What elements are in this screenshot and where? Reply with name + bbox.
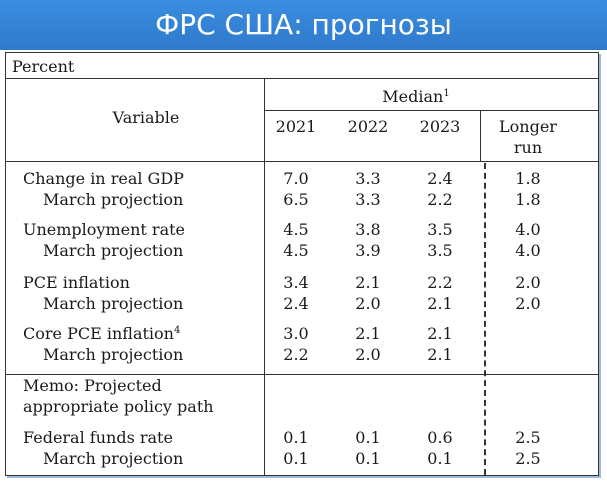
longer-run-header: Longer xyxy=(499,117,557,136)
cell: 2.5 xyxy=(515,428,541,447)
col-divider-header xyxy=(480,110,481,162)
cell: 4.5 xyxy=(283,241,309,260)
row-label: Unemployment rate xyxy=(23,220,186,239)
cell: 1.8 xyxy=(515,190,541,209)
longer-run-header: run xyxy=(513,138,543,157)
cell: 2.1 xyxy=(427,324,453,343)
row-label-sub: March projection xyxy=(43,345,184,364)
cell: 2.0 xyxy=(515,294,541,313)
memo-label: appropriate policy path xyxy=(23,397,214,416)
year-header: 2023 xyxy=(419,117,461,136)
cell: 4.0 xyxy=(515,241,541,260)
median-footnote-mark: 1 xyxy=(443,88,450,99)
cell: 2.2 xyxy=(427,273,453,292)
row-label-sub: March projection xyxy=(43,449,184,468)
year-header: 2021 xyxy=(275,117,317,136)
cell: 3.4 xyxy=(283,273,309,292)
cell: 3.3 xyxy=(355,190,381,209)
median-header: Median1 xyxy=(346,87,486,107)
row-label-text: Core PCE inflation xyxy=(23,324,174,343)
row-label: Federal funds rate xyxy=(23,428,173,447)
cell: 2.0 xyxy=(355,345,381,364)
rule-memo xyxy=(6,374,598,375)
unit-label: Percent xyxy=(12,57,75,76)
memo-label: Memo: Projected xyxy=(23,376,162,395)
col-divider xyxy=(264,78,265,476)
cell: 3.3 xyxy=(355,169,381,188)
cell: 3.0 xyxy=(283,324,309,343)
row-label: Change in real GDP xyxy=(23,169,184,188)
cell: 0.1 xyxy=(283,428,309,447)
cell: 2.4 xyxy=(427,169,453,188)
cell: 2.2 xyxy=(283,345,309,364)
rule-header xyxy=(6,161,598,162)
slide-title: ФРС США: прогнозы xyxy=(0,0,607,50)
cell: 0.6 xyxy=(427,428,453,447)
cell: 2.2 xyxy=(427,190,453,209)
cell: 2.1 xyxy=(355,273,381,292)
variable-header: Variable xyxy=(112,108,180,127)
cell: 2.5 xyxy=(515,449,541,468)
cell: 0.1 xyxy=(355,428,381,447)
cell: 3.9 xyxy=(355,241,381,260)
row-footnote-mark: 4 xyxy=(173,325,181,336)
cell: 3.5 xyxy=(427,241,453,260)
cell: 2.1 xyxy=(355,324,381,343)
cell: 4.0 xyxy=(515,220,541,239)
cell: 0.1 xyxy=(355,449,381,468)
cell: 6.5 xyxy=(283,190,309,209)
cell: 0.1 xyxy=(283,449,309,468)
row-label-sub: March projection xyxy=(43,190,184,209)
cell: 3.5 xyxy=(427,220,453,239)
cell: 2.0 xyxy=(355,294,381,313)
median-header-label: Median xyxy=(382,87,444,106)
cell: 2.4 xyxy=(283,294,309,313)
projections-table: Percent Variable Median1 2021 2022 2023 … xyxy=(5,52,599,476)
cell: 0.1 xyxy=(427,449,453,468)
cell: 3.8 xyxy=(355,220,381,239)
cell: 4.5 xyxy=(283,220,309,239)
row-label-sub: March projection xyxy=(43,294,184,313)
row-label-sub: March projection xyxy=(43,241,184,260)
row-label: Core PCE inflation4 xyxy=(23,324,180,344)
row-label: PCE inflation xyxy=(23,273,130,292)
cell: 2.1 xyxy=(427,345,453,364)
cell: 2.1 xyxy=(427,294,453,313)
rule-median xyxy=(264,110,598,111)
col-divider-dashed xyxy=(484,163,486,475)
cell: 1.8 xyxy=(515,169,541,188)
rule-top xyxy=(6,78,598,79)
cell: 7.0 xyxy=(283,169,309,188)
year-header: 2022 xyxy=(347,117,389,136)
cell: 2.0 xyxy=(515,273,541,292)
